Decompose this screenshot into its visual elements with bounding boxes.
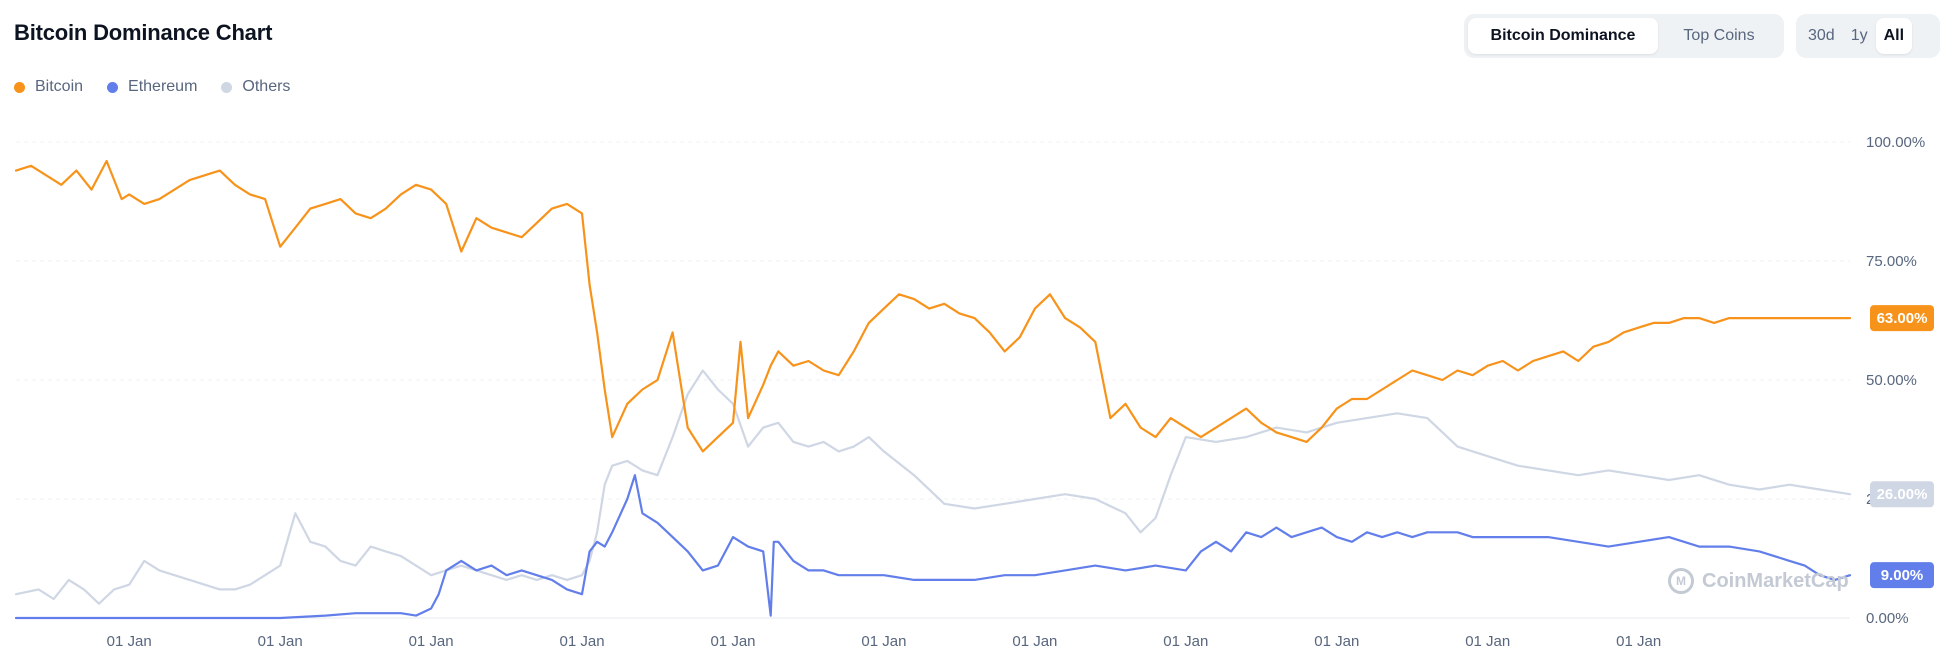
y-tick-label: 75.00%: [1866, 253, 1917, 270]
range-30d-button[interactable]: 30d: [1808, 27, 1835, 44]
legend-dot-icon: [14, 81, 25, 93]
legend-dot-icon: [221, 81, 233, 93]
range-all-button[interactable]: All: [1875, 18, 1913, 54]
x-tick-label: 01 Jan: [710, 633, 755, 650]
range-toggle: 30d 1y All: [1796, 14, 1940, 58]
x-tick-label: 01 Jan: [107, 633, 152, 650]
end-label-text-ethereum: 9.00%: [1881, 567, 1924, 584]
x-tick-label: 01 Jan: [1314, 633, 1359, 650]
legend-label-others: Others: [242, 78, 291, 95]
end-label-text-bitcoin: 63.00%: [1877, 310, 1928, 327]
x-tick-label: 01 Jan: [1163, 633, 1208, 650]
legend-item-others[interactable]: Others: [221, 78, 290, 96]
x-tick-label: 01 Jan: [258, 633, 303, 650]
x-tick-label: 01 Jan: [1616, 633, 1661, 650]
end-label-bitcoin: [1870, 305, 1934, 332]
x-tick-label: 01 Jan: [1465, 633, 1510, 650]
watermark-text: CoinMarketCap: [1702, 569, 1849, 592]
series-line-bitcoin: [14, 159, 1852, 453]
end-label-others: [1870, 481, 1934, 508]
coinmarketcap-watermark: M CoinMarketCap: [1668, 568, 1849, 594]
page-title: Bitcoin Dominance Chart: [14, 20, 273, 45]
end-label-ethereum: [1870, 562, 1934, 589]
x-tick-label: 01 Jan: [409, 633, 454, 650]
x-tick-label: 01 Jan: [560, 633, 605, 650]
coinmarketcap-logo-icon: M: [1668, 568, 1694, 594]
chart-legend: Bitcoin Ethereum Others: [14, 78, 290, 96]
series-line-ethereum: [14, 474, 1852, 620]
legend-dot-icon: [107, 81, 119, 93]
y-tick-label: 0.00%: [1866, 610, 1909, 627]
tab-top-coins[interactable]: Top Coins: [1683, 27, 1755, 44]
y-tick-label: 50.00%: [1866, 372, 1917, 389]
range-1y-button[interactable]: 1y: [1850, 27, 1868, 44]
series-line-others: [14, 369, 1852, 605]
legend-item-ethereum[interactable]: Ethereum: [107, 78, 197, 96]
view-toggle: Bitcoin Dominance Top Coins: [1464, 14, 1784, 58]
x-tick-label: 01 Jan: [1012, 633, 1057, 650]
y-tick-label: 100.00%: [1866, 134, 1925, 151]
legend-label-ethereum: Ethereum: [128, 78, 198, 95]
x-tick-label: 01 Jan: [861, 633, 906, 650]
legend-label-bitcoin: Bitcoin: [35, 78, 84, 95]
legend-item-bitcoin[interactable]: Bitcoin: [14, 78, 83, 96]
end-label-text-others: 26.00%: [1877, 486, 1928, 503]
tab-bitcoin-dominance[interactable]: Bitcoin Dominance: [1468, 18, 1658, 54]
